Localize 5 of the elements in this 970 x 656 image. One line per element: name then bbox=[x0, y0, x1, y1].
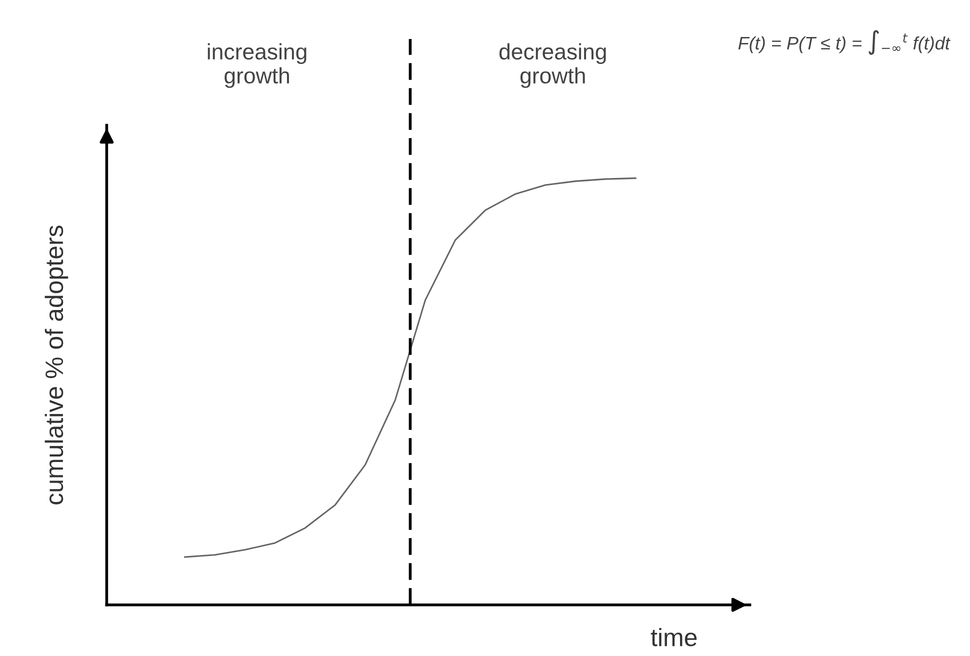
text: F(t) = P(T ≤ t) = ∫$_{−∞}$$^{t}$ f(t)dt bbox=[738, 30, 951, 55]
x-axis-title: time bbox=[650, 628, 697, 646]
text: increasing growth bbox=[208, 43, 306, 88]
text: decreasing growth bbox=[499, 43, 606, 88]
y-axis-title: cumulative % of adopters bbox=[44, 226, 68, 504]
